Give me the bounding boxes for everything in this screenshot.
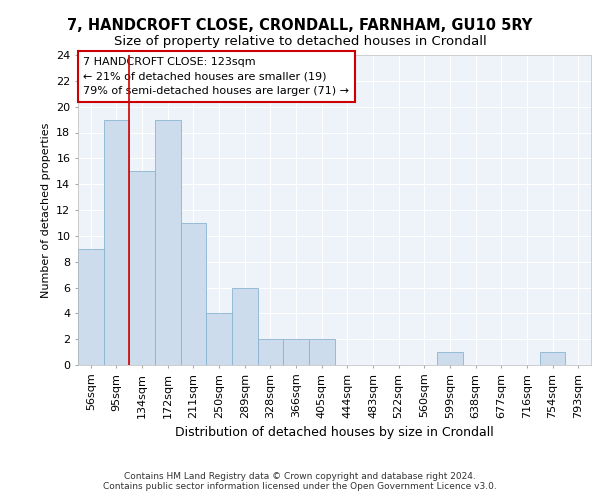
Text: 7 HANDCROFT CLOSE: 123sqm
← 21% of detached houses are smaller (19)
79% of semi-: 7 HANDCROFT CLOSE: 123sqm ← 21% of detac… [83, 56, 349, 96]
Text: Contains public sector information licensed under the Open Government Licence v3: Contains public sector information licen… [103, 482, 497, 491]
Text: 7, HANDCROFT CLOSE, CRONDALL, FARNHAM, GU10 5RY: 7, HANDCROFT CLOSE, CRONDALL, FARNHAM, G… [67, 18, 533, 32]
Bar [130, 171, 155, 365]
Bar [437, 352, 463, 365]
X-axis label: Distribution of detached houses by size in Crondall: Distribution of detached houses by size … [175, 426, 494, 439]
Bar [155, 120, 181, 365]
Bar [309, 339, 335, 365]
Bar [104, 120, 130, 365]
Bar [206, 314, 232, 365]
Bar [232, 288, 257, 365]
Bar [181, 223, 206, 365]
Bar [540, 352, 565, 365]
Bar [257, 339, 283, 365]
Bar [283, 339, 309, 365]
Text: Size of property relative to detached houses in Crondall: Size of property relative to detached ho… [113, 35, 487, 48]
Text: Contains HM Land Registry data © Crown copyright and database right 2024.: Contains HM Land Registry data © Crown c… [124, 472, 476, 481]
Y-axis label: Number of detached properties: Number of detached properties [41, 122, 50, 298]
Bar [78, 248, 104, 365]
